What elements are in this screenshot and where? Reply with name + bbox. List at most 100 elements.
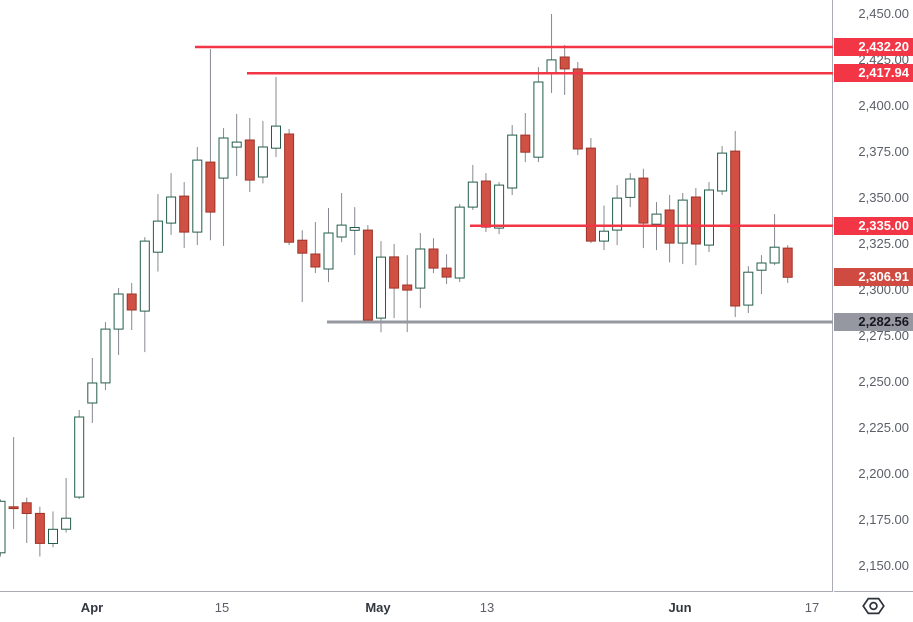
candle-body: [126, 293, 137, 311]
candle: [376, 241, 386, 333]
candle: [34, 506, 45, 557]
candle: [625, 173, 636, 208]
candle-body: [179, 195, 190, 233]
candle-body: [769, 246, 780, 264]
candle-body: [231, 141, 242, 148]
time-label: May: [365, 600, 391, 615]
candle: [271, 77, 281, 158]
candle: [769, 214, 780, 266]
candle-body: [34, 512, 45, 544]
candle: [717, 146, 728, 195]
candle: [467, 165, 478, 210]
candle: [546, 14, 557, 93]
candle-body: [415, 248, 426, 289]
candle: [704, 182, 714, 253]
candle: [428, 238, 439, 274]
candle: [664, 195, 675, 263]
candle-body: [677, 199, 688, 244]
candle: [730, 131, 741, 317]
price-tick-label: 2,425.00: [858, 52, 909, 68]
candle: [231, 113, 242, 177]
candle-body: [599, 230, 609, 242]
candle: [585, 138, 596, 244]
candle: [21, 497, 32, 543]
candle: [61, 478, 72, 533]
candle-body: [756, 262, 767, 271]
candle: [638, 168, 649, 249]
candle: [218, 128, 229, 246]
candle: [389, 244, 400, 319]
candle-body: [0, 500, 6, 554]
candle: [126, 283, 137, 330]
price-tick-label: 2,450.00: [858, 6, 909, 22]
price-tick-label: 2,250.00: [858, 373, 909, 389]
price-level-badge: 2,432.20: [834, 38, 913, 56]
candle: [48, 511, 58, 548]
candle: [743, 266, 754, 313]
candle: [559, 45, 570, 95]
candle-body: [585, 147, 596, 242]
candle-body: [402, 284, 413, 291]
candle: [74, 410, 85, 500]
candle: [599, 205, 609, 251]
candle-body: [336, 224, 347, 238]
candle: [0, 499, 6, 557]
candle: [284, 129, 295, 246]
candle: [756, 255, 767, 294]
candle-body: [61, 517, 72, 530]
price-tick-label: 2,175.00: [858, 511, 909, 527]
candle-body: [612, 197, 623, 231]
candle-body: [389, 256, 400, 289]
candle-body: [218, 137, 229, 179]
candle-body: [782, 247, 793, 278]
time-label: 13: [479, 600, 495, 615]
time-label: Jun: [668, 600, 692, 615]
candle-body: [310, 253, 321, 268]
candle: [152, 194, 163, 272]
candle: [572, 62, 583, 156]
candle-body: [559, 56, 570, 70]
chart-plot-area[interactable]: [0, 0, 833, 591]
candle: [139, 237, 150, 353]
price-tick-label: 2,350.00: [858, 190, 909, 206]
candle: [362, 225, 373, 324]
candle-body: [271, 125, 281, 149]
price-axis[interactable]: 2,450.00 2,425.00 2,400.00 2,375.00 2,350.00…: [834, 0, 913, 591]
candle-body: [507, 134, 518, 189]
gear-hexagon-icon: [860, 595, 887, 620]
candle: [520, 113, 531, 163]
candle-body: [467, 181, 478, 208]
price-scale-settings-button[interactable]: [858, 595, 890, 619]
candle-body: [533, 81, 544, 158]
candle-body: [690, 196, 701, 245]
candle-body: [244, 139, 255, 181]
candle: [336, 193, 347, 243]
candle: [677, 193, 688, 265]
candlestick-canvas: [0, 14, 833, 557]
candle-body: [546, 59, 557, 74]
candle: [612, 185, 623, 246]
price-tick-label: 2,400.00: [858, 98, 909, 114]
candle: [402, 255, 413, 333]
candle: [441, 254, 452, 285]
price-tick-label: 2,225.00: [858, 419, 909, 435]
candle: [782, 245, 793, 283]
candle-body: [297, 239, 308, 254]
price-tick-label: 2,275.00: [858, 327, 909, 343]
candle-body: [139, 240, 150, 312]
price-tick-label: 2,150.00: [858, 557, 909, 573]
candle-body: [704, 189, 714, 246]
candle-body: [257, 146, 268, 178]
price-tick-label: 2,375.00: [858, 144, 909, 160]
candle-body: [152, 220, 163, 253]
price-level-badge: 2,417.94: [834, 64, 913, 83]
candle: [323, 208, 334, 283]
time-label: 17: [804, 600, 820, 615]
candle-body: [651, 213, 662, 225]
candle: [533, 67, 544, 163]
candle: [454, 204, 465, 283]
time-axis[interactable]: Apr 15 May 13 Jun 17: [0, 591, 833, 622]
candle-body: [428, 248, 439, 269]
candle: [192, 147, 203, 246]
